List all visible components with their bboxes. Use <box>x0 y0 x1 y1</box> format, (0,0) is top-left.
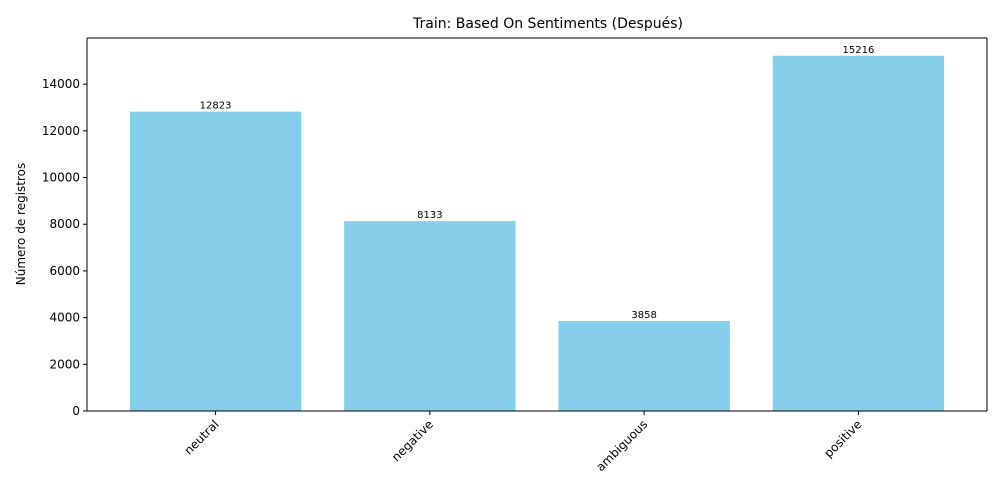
y-tick-label-4000: 4000 <box>49 311 80 325</box>
bar-negative <box>344 221 516 411</box>
data-label-negative: 8133 <box>417 210 442 221</box>
y-tick-label-10000: 10000 <box>42 171 80 185</box>
data-label-positive: 15216 <box>843 45 875 56</box>
y-tick-label-8000: 8000 <box>49 217 80 231</box>
y-tick-label-0: 0 <box>72 404 80 418</box>
bar-ambiguous <box>558 320 730 411</box>
bar-positive <box>772 55 945 412</box>
y-axis-label: Número de registros <box>14 163 28 286</box>
x-tick-label-positive: positive <box>821 417 864 460</box>
data-label-ambiguous: 3858 <box>631 310 656 321</box>
x-tick-label-ambiguous: ambiguous <box>593 417 650 474</box>
plot-area: 12823 8133 3858 15216 0 2000 4000 6000 8000 10000… <box>42 37 988 474</box>
y-tick-label-14000: 14000 <box>42 77 80 91</box>
data-label-neutral: 12823 <box>200 101 232 112</box>
y-tick-label-6000: 6000 <box>49 264 80 278</box>
x-tick-label-neutral: neutral <box>181 417 221 457</box>
chart-title: Train: Based On Sentiments (Después) <box>412 16 683 32</box>
x-tick-label-negative: negative <box>389 417 436 464</box>
y-tick-label-12000: 12000 <box>42 124 80 138</box>
bar-neutral <box>129 111 302 411</box>
y-tick-label-2000: 2000 <box>49 357 80 371</box>
